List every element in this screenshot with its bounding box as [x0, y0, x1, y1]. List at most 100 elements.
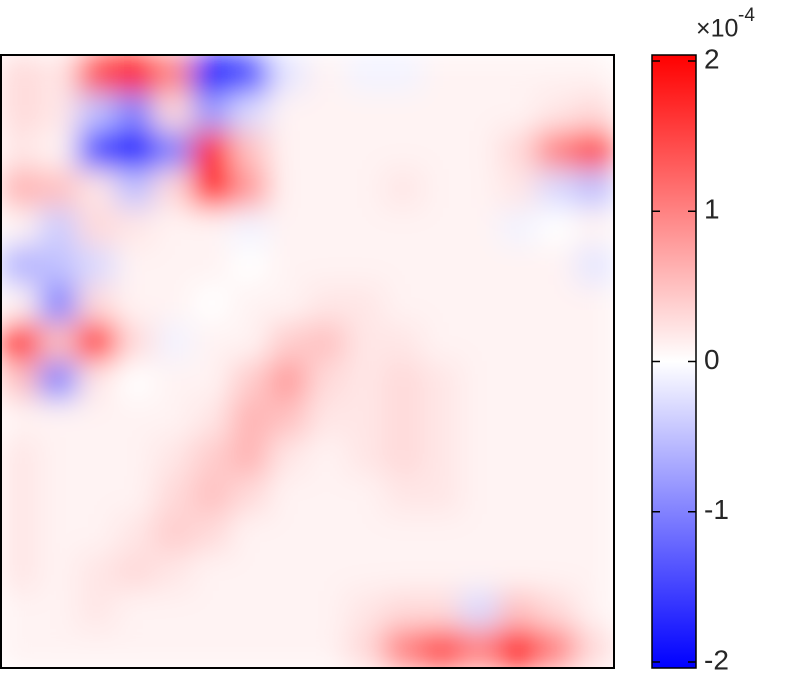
heatmap-cell [192, 131, 232, 171]
heatmap-cell [192, 475, 232, 516]
heatmap-cell [536, 169, 577, 209]
heatmap-cell [1, 514, 40, 554]
heatmap-cell [307, 92, 347, 133]
heatmap-cell [153, 246, 194, 286]
heatmap-cell [421, 399, 462, 439]
heatmap-cell [307, 514, 347, 554]
heatmap-cell [268, 629, 308, 668]
heatmap-cell [38, 552, 79, 592]
heatmap-cell [421, 514, 462, 554]
heatmap-cell [77, 169, 117, 209]
heatmap-cell [421, 629, 462, 668]
heatmap-cell [383, 169, 423, 209]
heatmap-cell [421, 92, 462, 133]
heatmap-cell [383, 131, 423, 171]
heatmap-cell [192, 284, 232, 324]
heatmap-cell [268, 55, 308, 94]
heatmap-cell [421, 552, 462, 592]
heatmap-cell [498, 629, 538, 668]
heatmap-cell [460, 131, 500, 171]
heatmap-cell [77, 552, 117, 592]
heatmap-cell [115, 131, 155, 171]
heatmap-cell [77, 55, 117, 94]
heatmap-cell [383, 399, 423, 439]
heatmap-cell [38, 475, 79, 516]
heatmap-cell [77, 437, 117, 477]
heatmap-cell [268, 437, 308, 477]
heatmap-cell [498, 169, 538, 209]
heatmap-cell [345, 92, 385, 133]
heatmap-cell [38, 246, 79, 286]
heatmap-cell [230, 131, 270, 171]
heatmap-cell [1, 552, 40, 592]
heatmap-cell [421, 361, 462, 401]
heatmap-cell [307, 629, 347, 668]
heatmap-cell [460, 284, 500, 324]
heatmap-cell [421, 437, 462, 477]
heatmap-cell [307, 246, 347, 286]
heatmap-cell [460, 437, 500, 477]
heatmap-cell [307, 322, 347, 362]
heatmap-cell [460, 475, 500, 516]
heatmap-cell [38, 399, 79, 439]
heatmap-cell [268, 361, 308, 401]
heatmap-cell [230, 207, 270, 248]
heatmap-cell [307, 131, 347, 171]
heatmap-cell [77, 514, 117, 554]
heatmap-cell [115, 361, 155, 401]
heatmap-cell [575, 92, 614, 133]
heatmap-cell [192, 92, 232, 133]
heatmap-cell [1, 284, 40, 324]
heatmap-cell [230, 590, 270, 631]
heatmap-cell [38, 92, 79, 133]
heatmap-cell [383, 246, 423, 286]
heatmap-cell [1, 629, 40, 668]
heatmap-cell [460, 207, 500, 248]
plot-frame [0, 54, 615, 669]
heatmap-cell [268, 322, 308, 362]
heatmap-cell [307, 207, 347, 248]
heatmap-cell [192, 552, 232, 592]
heatmap-cell [77, 207, 117, 248]
heatmap-cell [38, 207, 79, 248]
heatmap-cell [575, 55, 614, 94]
heatmap-cell [307, 284, 347, 324]
heatmap-cell [536, 322, 577, 362]
heatmap-cell [153, 322, 194, 362]
heatmap-cell [115, 552, 155, 592]
heatmap-cell [421, 55, 462, 94]
heatmap-cell [383, 629, 423, 668]
heatmap-cell [153, 590, 194, 631]
heatmap-cell [460, 399, 500, 439]
heatmap-cell [230, 55, 270, 94]
heatmap-cell [77, 399, 117, 439]
heatmap-cell [77, 475, 117, 516]
heatmap-cell [498, 399, 538, 439]
heatmap-cell [230, 514, 270, 554]
heatmap-cell [575, 207, 614, 248]
heatmap-cell [38, 629, 79, 668]
heatmap-cell [77, 284, 117, 324]
heatmap-cell [230, 322, 270, 362]
colorbar-tick-label: 1 [704, 194, 720, 225]
heatmap-cell [1, 92, 40, 133]
heatmap-cell [498, 55, 538, 94]
heatmap-cell [498, 246, 538, 286]
heatmap-cell [192, 514, 232, 554]
heatmap-cell [268, 92, 308, 133]
heatmap-cell [192, 322, 232, 362]
heatmap-cell [460, 246, 500, 286]
heatmap-cell [268, 169, 308, 209]
heatmap-cell [460, 322, 500, 362]
heatmap-cell [383, 207, 423, 248]
heatmap-cell [536, 131, 577, 171]
heatmap-cell [498, 475, 538, 516]
heatmap-cell [498, 284, 538, 324]
heatmap-cell [575, 552, 614, 592]
heatmap-cell [77, 361, 117, 401]
heatmap-cell [575, 437, 614, 477]
heatmap-cell [115, 437, 155, 477]
heatmap-cell [153, 552, 194, 592]
heatmap-cell [345, 207, 385, 248]
